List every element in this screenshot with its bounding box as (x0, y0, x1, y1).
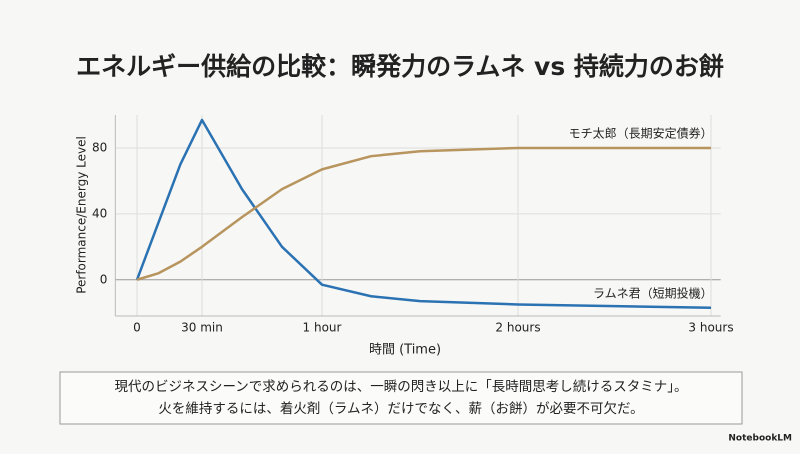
x-axis-label: 時間 (Time) (369, 343, 441, 358)
x-tick-label: 3 hours (688, 321, 733, 335)
series-label: モチ太郎（長期安定債券） (569, 125, 713, 140)
series-label: ラムネ君（短期投機） (593, 285, 713, 300)
chart-title: エネルギー供給の比較：瞬発力のラムネ vs 持続力のお餅 (76, 52, 724, 81)
series-line (135, 118, 712, 310)
caption-line: 火を維持するには、着火剤（ラムネ）だけでなく、薪（お餅）が必要不可欠だ。 (158, 400, 643, 417)
x-tick-label: 1 hour (303, 321, 342, 335)
x-tick-label: 30 min (181, 321, 223, 335)
caption-line: 現代のビジネスシーンで求められるのは、一瞬の閃き以上に「長時間思考し続けるスタミ… (114, 379, 687, 395)
caption-box (59, 371, 743, 425)
series-line (136, 146, 711, 281)
y-axis-label: Performance/Energy Level (75, 136, 89, 294)
y-tick-label: 0 (100, 272, 108, 286)
y-tick-label: 40 (92, 206, 107, 220)
x-tick-label: 0 (133, 321, 141, 335)
brand: NotebookLM (728, 434, 792, 444)
x-tick-label: 2 hours (495, 321, 540, 335)
y-tick-label: 80 (92, 140, 107, 154)
